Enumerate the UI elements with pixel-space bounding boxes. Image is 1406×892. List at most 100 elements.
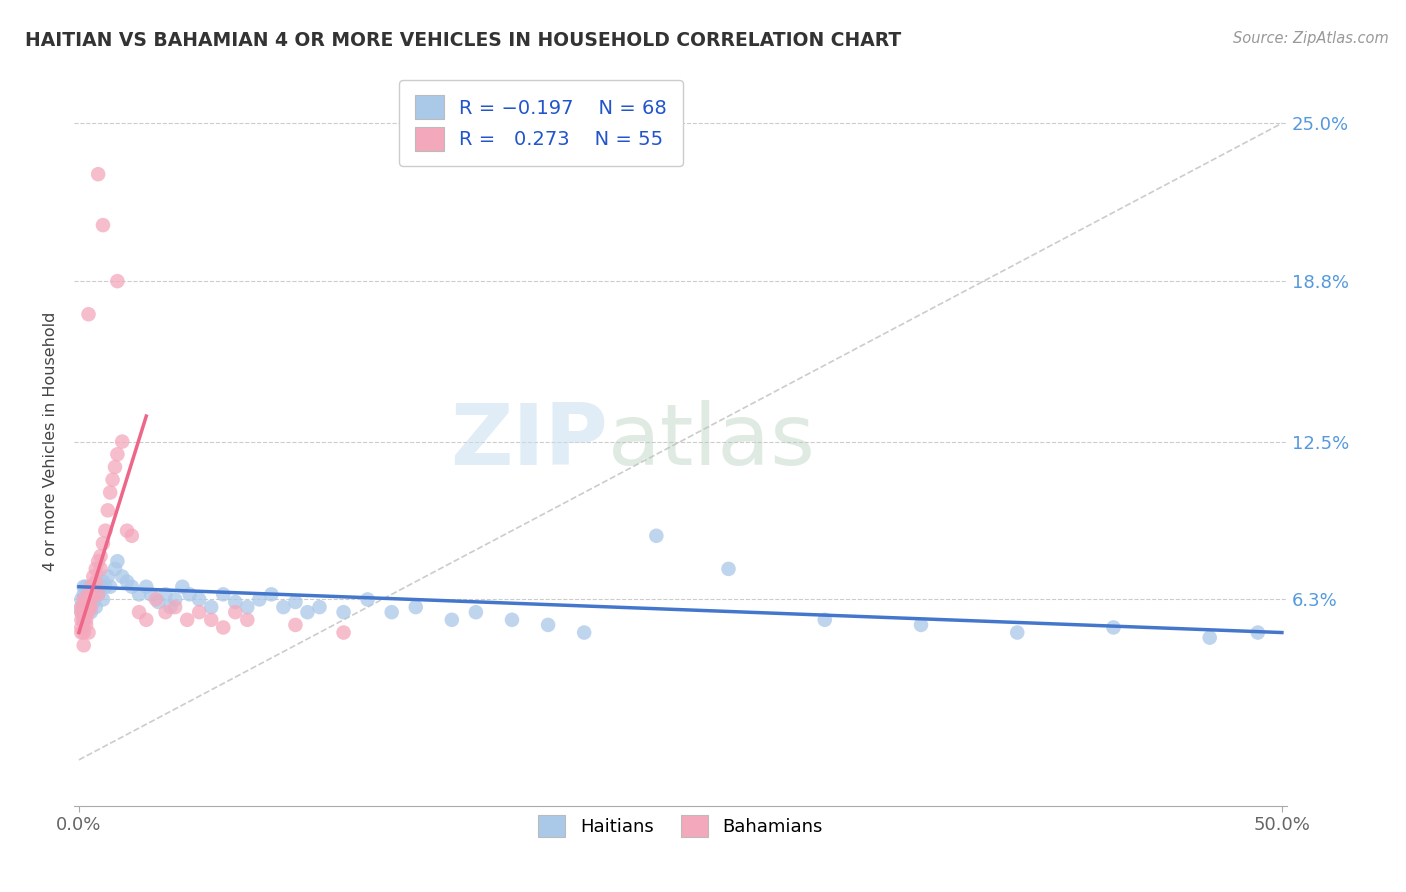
Point [77,600,100,615]
Point [75,592,97,607]
Point [212,587,235,601]
Point [75,580,97,594]
Point [717,562,740,576]
Point [464,605,486,619]
Point [188,592,211,607]
Legend: Haitians, Bahamians: Haitians, Bahamians [531,807,830,844]
Point [94,580,117,594]
Point [139,587,162,601]
Point [297,605,319,619]
Point [70,613,93,627]
Point [70,592,93,607]
Point [332,625,354,640]
Point [165,592,187,607]
Point [91,592,114,607]
Point [128,605,150,619]
Point [284,618,307,632]
Point [572,625,595,640]
Point [87,587,110,601]
Point [73,587,96,601]
Point [75,613,97,627]
Text: atlas: atlas [607,401,815,483]
Point [145,592,167,607]
Point [84,600,107,615]
Point [236,613,259,627]
Point [1247,625,1270,640]
Point [260,587,283,601]
Point [82,587,104,601]
Point [82,587,104,601]
Point [188,605,211,619]
Point [87,167,110,181]
Point [90,580,112,594]
Point [73,600,96,615]
Point [70,605,93,619]
Point [77,307,100,321]
Point [73,613,96,627]
Point [70,625,93,640]
Point [70,605,93,619]
Point [97,569,120,583]
Point [70,620,93,634]
Point [80,600,103,615]
Point [73,638,96,652]
Point [77,625,100,640]
Point [537,618,560,632]
Point [73,613,96,627]
Point [77,600,100,615]
Point [84,562,107,576]
Text: Source: ZipAtlas.com: Source: ZipAtlas.com [1233,31,1389,46]
Point [121,580,143,594]
Point [172,580,194,594]
Point [73,592,96,607]
Point [121,529,143,543]
Point [98,485,121,500]
Point [381,605,404,619]
Point [87,554,110,568]
Point [814,613,837,627]
Point [155,587,177,601]
Point [224,605,246,619]
Point [247,592,270,607]
Point [135,580,157,594]
Text: HAITIAN VS BAHAMIAN 4 OR MORE VEHICLES IN HOUSEHOLD CORRELATION CHART: HAITIAN VS BAHAMIAN 4 OR MORE VEHICLES I… [25,31,901,50]
Point [73,625,96,640]
Point [75,618,97,632]
Point [70,600,93,615]
Point [128,587,150,601]
Point [80,580,103,594]
Point [75,600,97,615]
Point [159,600,181,615]
Point [80,592,103,607]
Point [82,595,104,609]
Point [101,473,124,487]
Point [104,460,127,475]
Point [105,554,128,568]
Point [80,580,103,594]
Point [135,613,157,627]
Point [356,592,378,607]
Point [75,605,97,619]
Point [77,587,100,601]
Point [73,580,96,594]
Point [165,600,187,615]
Point [94,524,117,538]
Point [115,524,138,538]
Text: ZIP: ZIP [450,401,607,483]
Point [148,595,170,609]
Point [75,605,97,619]
Point [224,595,246,609]
Y-axis label: 4 or more Vehicles in Household: 4 or more Vehicles in Household [44,312,58,571]
Point [97,503,120,517]
Point [111,434,134,449]
Point [105,447,128,461]
Point [87,587,110,601]
Point [73,600,96,615]
Point [440,613,463,627]
Point [90,562,112,576]
Point [405,600,427,615]
Point [115,574,138,589]
Point [73,605,96,619]
Point [70,600,93,615]
Point [212,620,235,634]
